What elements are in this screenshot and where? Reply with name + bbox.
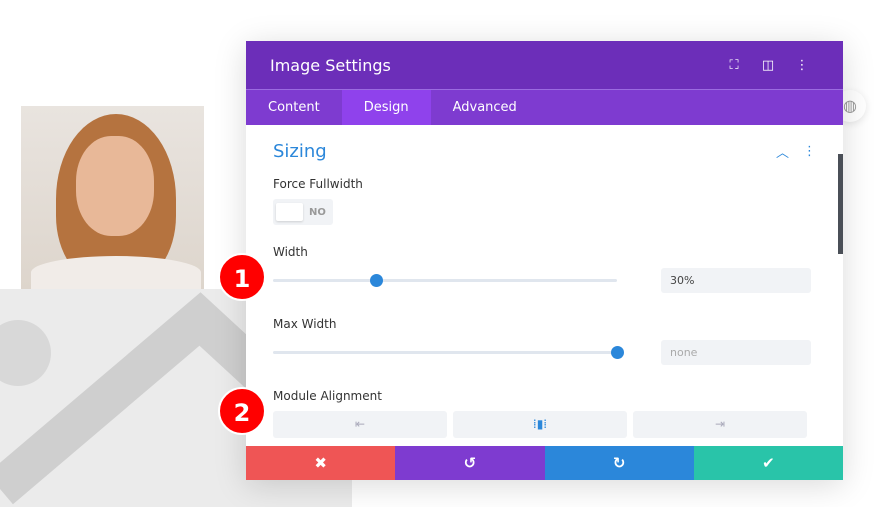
cancel-button[interactable]: ✖ (246, 446, 396, 480)
save-button[interactable]: ✔ (693, 446, 843, 480)
tab-bar: Content Design Advanced (246, 89, 843, 125)
width-slider[interactable] (273, 273, 617, 287)
align-right-button[interactable]: ⇥ (633, 411, 807, 438)
toggle-value: NO (309, 206, 326, 218)
force-fullwidth-toggle[interactable]: NO (273, 199, 333, 225)
redo-button[interactable]: ↻ (544, 446, 694, 480)
section-header[interactable]: Sizing ︿ ⋮ (273, 125, 816, 177)
step-badge-2: 2 (218, 387, 266, 435)
scrollbar[interactable] (838, 154, 843, 254)
width-label: Width (273, 245, 308, 259)
width-slider-thumb[interactable] (370, 273, 384, 287)
undo-button[interactable]: ↺ (395, 446, 545, 480)
align-left-button[interactable]: ⇤ (273, 411, 447, 438)
chevron-up-icon[interactable]: ︿ (775, 145, 789, 161)
max-width-input[interactable]: none (661, 339, 811, 365)
tab-advanced[interactable]: Advanced (452, 100, 517, 115)
image-settings-modal: Image Settings ⛶ ◫ ⋮ Content Design Adva… (246, 41, 843, 480)
focus-icon[interactable]: ⛶ (729, 57, 739, 73)
align-center-button[interactable]: ⁞▮⁞ (453, 411, 627, 438)
modal-title: Image Settings (270, 55, 391, 75)
section-title: Sizing (273, 140, 327, 162)
split-view-icon[interactable]: ◫ (761, 57, 775, 73)
tab-content[interactable]: Content (268, 100, 320, 115)
max-width-slider[interactable] (273, 345, 624, 359)
more-icon[interactable]: ⋮ (795, 57, 809, 73)
modal-header: Image Settings ⛶ ◫ ⋮ (246, 41, 843, 89)
max-width-slider-thumb[interactable] (611, 345, 624, 359)
max-width-label: Max Width (273, 317, 337, 331)
width-input[interactable]: 30% (661, 267, 811, 293)
tab-design[interactable]: Design (341, 90, 431, 125)
section-more-icon[interactable]: ⋮ (803, 143, 816, 159)
step-badge-1: 1 (218, 253, 266, 301)
module-alignment-label: Module Alignment (273, 389, 382, 403)
portrait-image (21, 106, 204, 289)
force-fullwidth-label: Force Fullwidth (273, 177, 363, 191)
